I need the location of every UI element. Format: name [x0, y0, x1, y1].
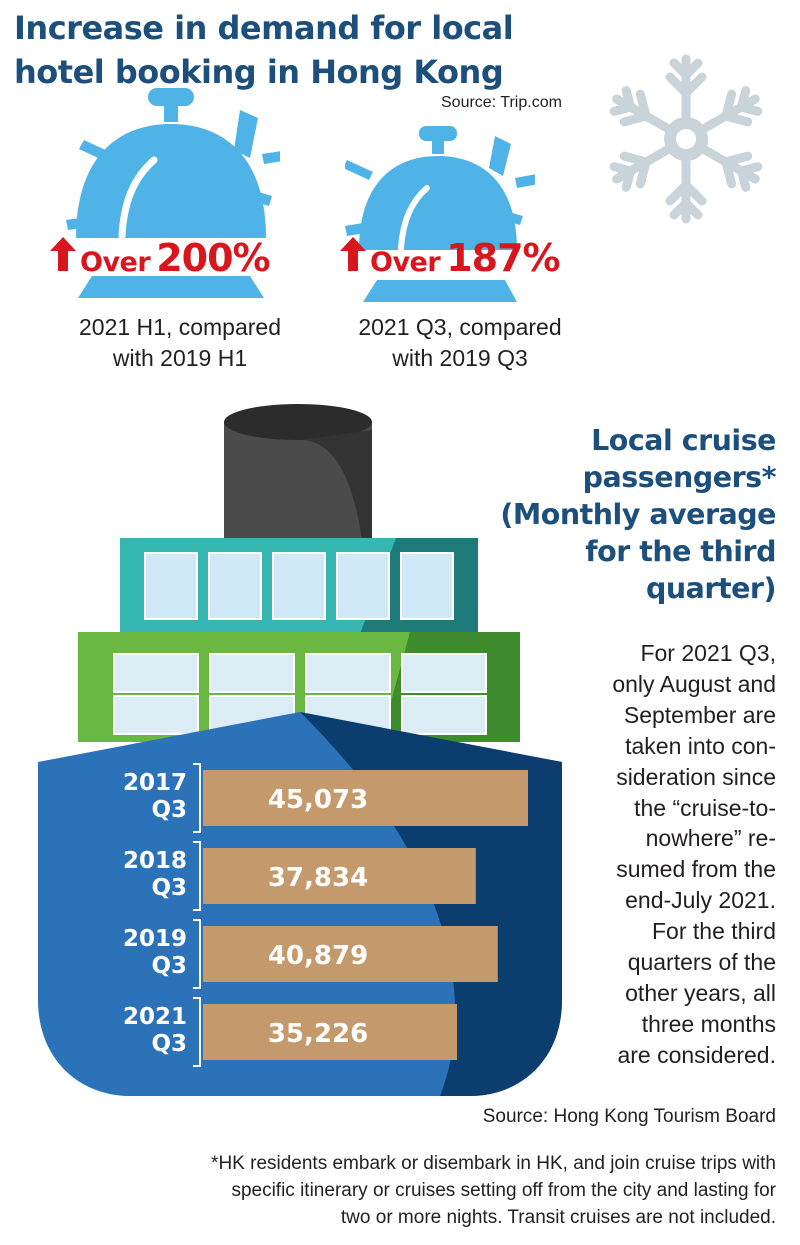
hotel-caption-2: 2021 Q3, compared with 2019 Q3: [320, 312, 600, 374]
category-bracket: [193, 841, 201, 911]
cruise-note: For 2021 Q3, only August and September a…: [571, 638, 776, 1071]
note-line: For 2021 Q3,: [640, 640, 776, 666]
caption-line2: with 2019 H1: [112, 345, 248, 371]
category-label: 2019: [123, 926, 187, 952]
category-bracket: [193, 919, 201, 989]
cruise-source: Source: Hong Kong Tourism Board: [482, 1106, 776, 1127]
up-arrow-icon: [50, 237, 76, 271]
category-label: Q3: [151, 875, 187, 901]
note-line: other years, all: [625, 979, 776, 1006]
service-bell-icon: [345, 126, 535, 302]
bar-value-label: 37,834: [268, 863, 368, 893]
note-line: end-July 2021.: [625, 887, 776, 914]
caption-line2: with 2019 Q3: [392, 345, 528, 371]
hotel-stat-2: Over 187%: [340, 236, 561, 280]
caption-line1: 2021 H1, compared: [78, 314, 281, 340]
snowflake-icon: [588, 54, 784, 224]
note-line: For the third: [652, 918, 776, 945]
footnote-line: specific itinerary or cruises setting of…: [231, 1180, 776, 1201]
footnote-line: *HK residents embark or disembark in HK,…: [211, 1153, 776, 1174]
cruise-title-line: (Monthly average: [500, 498, 776, 531]
category-label: Q3: [151, 953, 187, 979]
hotel-title-line2: hotel booking in Hong Kong: [14, 53, 504, 91]
bar-2021: [203, 1004, 457, 1060]
stat-value: 187%: [446, 236, 560, 280]
cruise-footnote: *HK residents embark or disembark in HK,…: [36, 1150, 776, 1231]
footnote-line: two or more nights. Transit cruises are …: [340, 1207, 776, 1228]
category-label: 2021: [123, 1004, 187, 1030]
note-line: sumed from the: [616, 856, 776, 883]
note-line: nowhere” re-: [645, 825, 776, 852]
note-line: taken into con-: [625, 732, 776, 759]
cruise-ship-chart: 45,0732017Q337,8342018Q340,8792019Q335,2…: [38, 404, 562, 1096]
category-label: 2017: [123, 770, 187, 796]
cruise-title-line: passengers*: [582, 461, 777, 494]
note-line: the “cruise-to-: [634, 794, 776, 821]
caption-line1: 2021 Q3, compared: [358, 314, 562, 340]
cruise-title-line: Local cruise: [591, 424, 776, 457]
stat-prefix: Over: [370, 247, 441, 278]
hotel-title: Increase in demand for local hotel booki…: [14, 6, 574, 94]
note-line: September are: [623, 701, 776, 728]
bar-value-label: 35,226: [268, 1019, 368, 1049]
note-line: quarters of the: [627, 949, 776, 976]
cruise-title-line: for the third: [585, 535, 776, 568]
stat-prefix: Over: [80, 247, 151, 278]
category-bracket: [193, 763, 201, 833]
stat-value: 200%: [156, 236, 270, 280]
hotel-caption-1: 2021 H1, compared with 2019 H1: [40, 312, 320, 374]
note-line: sideration since: [616, 763, 776, 790]
service-bell-icon: [66, 88, 280, 298]
cruise-title-line: quarter): [645, 572, 777, 605]
category-label: Q3: [151, 1031, 187, 1057]
up-arrow-icon: [340, 237, 366, 271]
category-label: Q3: [151, 797, 187, 823]
hotel-source: Source: Trip.com: [441, 94, 562, 111]
bar-2018: [203, 848, 476, 904]
category-bracket: [193, 997, 201, 1067]
bar-value-label: 40,879: [268, 941, 368, 971]
bar-2017: [203, 770, 528, 826]
hotel-stat-1: Over 200%: [50, 236, 271, 280]
cruise-chart-title: Local cruise passengers* (Monthly averag…: [476, 422, 776, 607]
category-label: 2018: [123, 848, 187, 874]
hotel-title-line1: Increase in demand for local: [14, 9, 514, 47]
bar-2019: [203, 926, 498, 982]
note-line: are considered.: [617, 1041, 776, 1068]
note-line: only August and: [612, 670, 776, 697]
note-line: three months: [641, 1010, 776, 1037]
bar-value-label: 45,073: [268, 785, 368, 815]
